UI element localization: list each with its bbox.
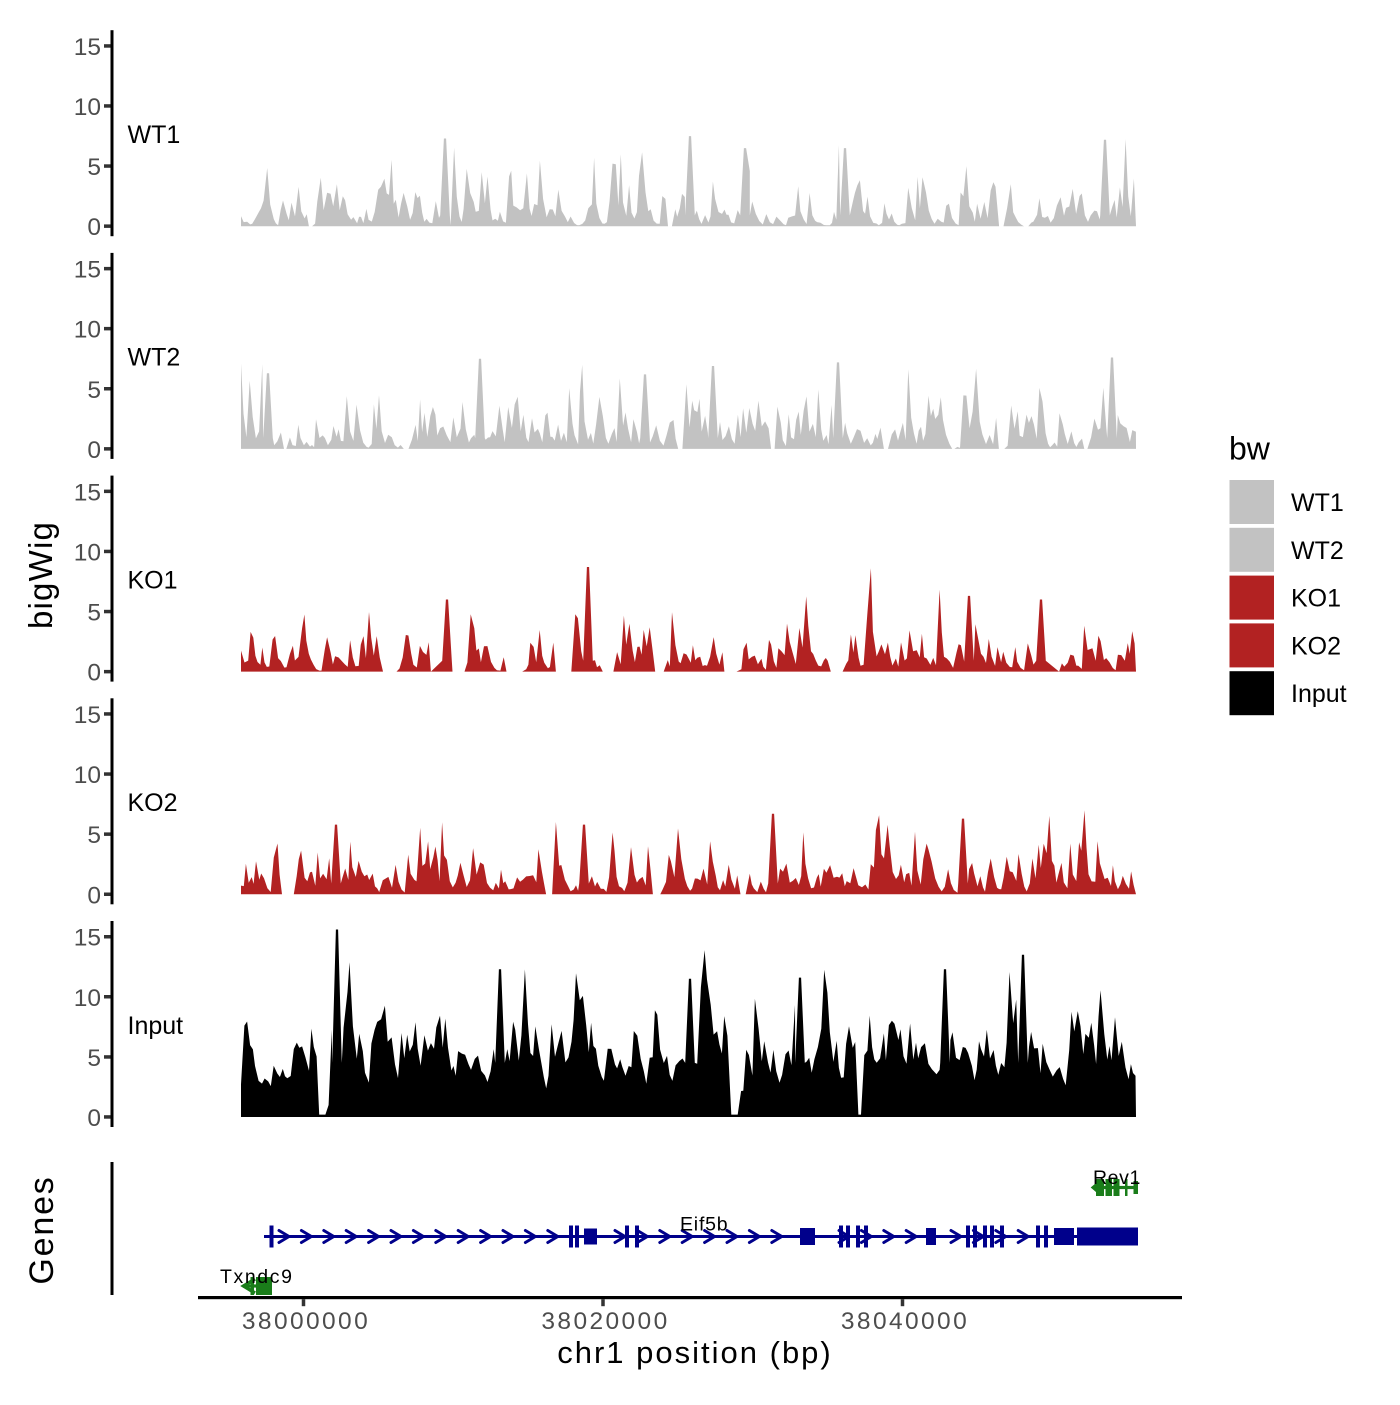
svg-text:chr1 position (bp): chr1 position (bp) <box>557 1335 833 1370</box>
svg-text:Genes: Genes <box>23 1175 61 1284</box>
svg-text:15: 15 <box>74 479 101 506</box>
svg-text:10: 10 <box>74 94 101 121</box>
svg-text:15: 15 <box>74 925 101 952</box>
svg-text:WT1: WT1 <box>1291 489 1344 517</box>
svg-text:0: 0 <box>87 882 101 909</box>
svg-text:0: 0 <box>87 214 101 241</box>
svg-text:WT2: WT2 <box>128 344 181 372</box>
svg-text:0: 0 <box>87 437 101 464</box>
svg-text:38020000: 38020000 <box>541 1308 669 1335</box>
svg-text:WT1: WT1 <box>128 121 181 149</box>
svg-text:5: 5 <box>87 600 101 627</box>
svg-text:KO1: KO1 <box>1291 585 1341 613</box>
svg-text:38000000: 38000000 <box>242 1308 370 1335</box>
svg-text:Eif5b: Eif5b <box>680 1214 728 1236</box>
svg-text:15: 15 <box>74 34 101 61</box>
svg-text:WT2: WT2 <box>1291 537 1344 565</box>
svg-text:5: 5 <box>87 377 101 404</box>
svg-text:Rev1: Rev1 <box>1093 1167 1141 1189</box>
svg-text:bigWig: bigWig <box>22 521 59 629</box>
svg-text:10: 10 <box>74 762 101 789</box>
svg-text:KO2: KO2 <box>1291 632 1341 660</box>
svg-text:15: 15 <box>74 257 101 284</box>
svg-text:15: 15 <box>74 702 101 729</box>
svg-text:0: 0 <box>87 1105 101 1132</box>
svg-text:Txndc9: Txndc9 <box>220 1266 294 1288</box>
svg-text:Input: Input <box>128 1012 184 1040</box>
svg-text:0: 0 <box>87 660 101 687</box>
svg-text:5: 5 <box>87 1045 101 1072</box>
svg-text:10: 10 <box>74 985 101 1012</box>
svg-text:KO2: KO2 <box>128 789 178 817</box>
svg-text:38040000: 38040000 <box>841 1308 969 1335</box>
svg-text:KO1: KO1 <box>128 566 178 594</box>
svg-text:bw: bw <box>1229 431 1271 467</box>
svg-text:10: 10 <box>74 539 101 566</box>
svg-text:5: 5 <box>87 154 101 181</box>
svg-text:Input: Input <box>1291 680 1347 708</box>
svg-text:10: 10 <box>74 317 101 344</box>
svg-text:5: 5 <box>87 822 101 849</box>
